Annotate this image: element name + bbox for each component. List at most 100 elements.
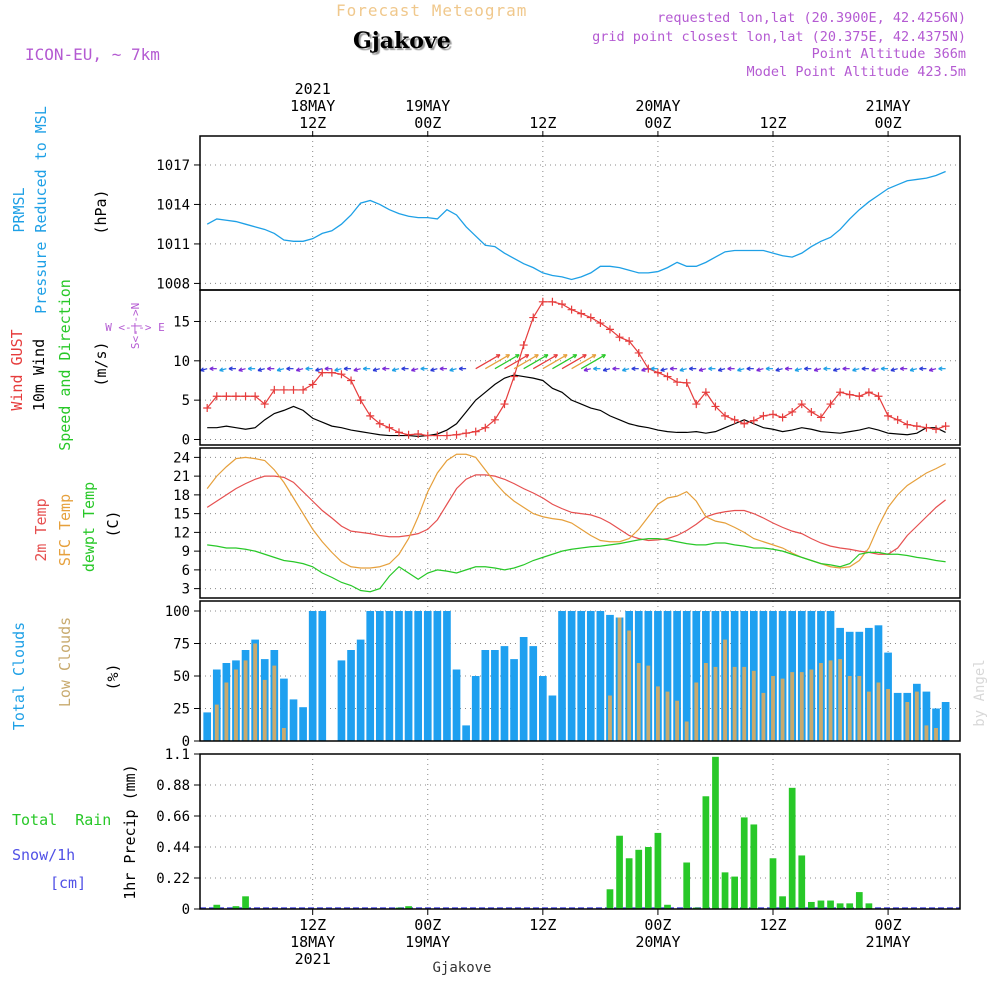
grid-point-coords: grid point closest lon,lat (20.375E, 42.… <box>592 29 966 45</box>
wind-arrow-head <box>679 367 684 372</box>
gust-point <box>615 333 624 342</box>
total-cloud-bar <box>481 650 490 741</box>
gust-point <box>471 427 480 436</box>
wind-arrow-head <box>563 354 568 359</box>
wind-arrow-head <box>909 367 915 372</box>
low-cloud-bar <box>876 682 881 741</box>
bottom-time-label: 18MAY <box>290 933 335 951</box>
wind-arrow-head <box>515 354 520 359</box>
rain-bar <box>769 858 777 909</box>
wind-arrow-head <box>602 367 608 372</box>
low-cloud-bar <box>732 666 737 741</box>
gust-point <box>807 407 816 416</box>
pressure-y-tick-label: 1014 <box>156 197 190 213</box>
rain-bar <box>779 896 786 909</box>
top-time-label: 18MAY <box>290 97 335 115</box>
gust-point <box>826 400 835 409</box>
wind-arrow-head <box>495 354 501 359</box>
gust-point <box>375 419 384 428</box>
total-cloud-bar <box>462 725 470 741</box>
total-cloud-bar <box>452 669 461 741</box>
wind-arrow-head <box>505 354 511 359</box>
wind-arrow-head <box>756 367 761 372</box>
low-cloud-bar <box>684 721 689 741</box>
rain-bar <box>731 876 738 909</box>
temp-y-tick-label: 9 <box>182 544 190 560</box>
total-cloud-bar <box>596 611 605 741</box>
total-cloud-bar <box>375 611 384 741</box>
gust-point <box>299 385 308 394</box>
total-cloud-bar <box>529 646 538 741</box>
gust-point <box>605 325 614 334</box>
wind-arrow-head <box>238 367 243 372</box>
wind-arrow-head <box>669 366 674 372</box>
wind-arrow-head <box>286 366 291 372</box>
low-cloud-bar <box>780 678 785 741</box>
cloud-labels: Total Clouds Low Clouds (%) <box>10 617 122 730</box>
cloud-y-tick-label: 75 <box>173 637 190 653</box>
wind-gust-label: Wind GUST <box>8 329 26 410</box>
rain-bar <box>788 787 796 909</box>
gust-point <box>251 392 260 401</box>
total-cloud-bar <box>280 678 288 741</box>
bottom-time-label: 2021 <box>295 950 331 968</box>
wind-arrow-head <box>582 354 587 359</box>
wind-arrow-head <box>890 367 895 372</box>
wind-compass-sn: S<-|->N <box>129 303 142 349</box>
requested-coords: requested lon,lat (20.3900E, 42.4256N) <box>657 10 966 26</box>
cloud-y-tick-label: 25 <box>173 702 190 718</box>
total-cloud-bar <box>558 611 566 741</box>
wind-arrow-head <box>861 366 866 372</box>
wind-labels: Wind GUST 10m Wind Speed and Direction (… <box>8 279 165 451</box>
wind-arrow-head <box>543 354 549 359</box>
bottom-time-label: 00Z <box>875 916 902 934</box>
gust-point <box>816 413 825 422</box>
cloud-y-tick-label: 100 <box>165 604 190 620</box>
low-cloud-bar <box>905 702 910 741</box>
wind-arrow-head <box>334 367 339 372</box>
wind-arrow-head <box>228 366 233 372</box>
temp-y-tick-label: 3 <box>182 582 190 598</box>
wind-arrow-head <box>621 367 627 372</box>
wind-direction-arrow <box>561 354 587 370</box>
gust-point <box>855 392 864 401</box>
low-cloud-bar <box>847 676 852 741</box>
wind-arrow-head <box>572 354 578 359</box>
cloud-panel-frame <box>199 600 961 742</box>
bottom-time-label: 12Z <box>759 916 786 934</box>
wind-arrow-head <box>430 367 435 372</box>
gust-point <box>663 372 672 381</box>
wind-arrow-head <box>899 366 905 372</box>
total-cloud-bar <box>606 614 614 741</box>
top-time-label: 12Z <box>759 114 786 132</box>
rain-bar <box>827 900 834 909</box>
gust-point <box>212 392 221 401</box>
low-cloud-bar <box>617 617 622 741</box>
rain-bar <box>750 824 758 909</box>
gust-point <box>529 313 538 322</box>
bottom-time-label: 12Z <box>529 916 556 934</box>
gust-point <box>903 420 912 429</box>
top-time-label: 12Z <box>529 114 556 132</box>
total-cloud-bar <box>337 660 346 741</box>
gust-point <box>634 348 643 357</box>
low-cloud-bar <box>809 669 814 741</box>
top-time-label: 20MAY <box>635 97 680 115</box>
dewpoint-series <box>207 538 946 593</box>
temp-panel-frame <box>199 447 961 599</box>
sfc-temp-series <box>206 453 946 569</box>
pressure-label-line2: Pressure Reduced to MSL <box>32 106 50 314</box>
snow-unit-label: [cm] <box>50 874 86 892</box>
wind-arrow-head <box>832 367 838 372</box>
gust-point <box>932 425 941 434</box>
gust-point <box>481 423 490 432</box>
total-cloud-bar <box>865 627 873 741</box>
gust-point <box>423 431 432 440</box>
gust-point <box>289 385 298 394</box>
gust-point <box>711 402 720 411</box>
wind-arrow-head <box>737 367 742 372</box>
cloud-unit: (%) <box>104 663 122 690</box>
low-cloud-bar <box>636 663 641 741</box>
gust-point <box>673 378 682 387</box>
total-cloud-bar <box>414 611 423 741</box>
